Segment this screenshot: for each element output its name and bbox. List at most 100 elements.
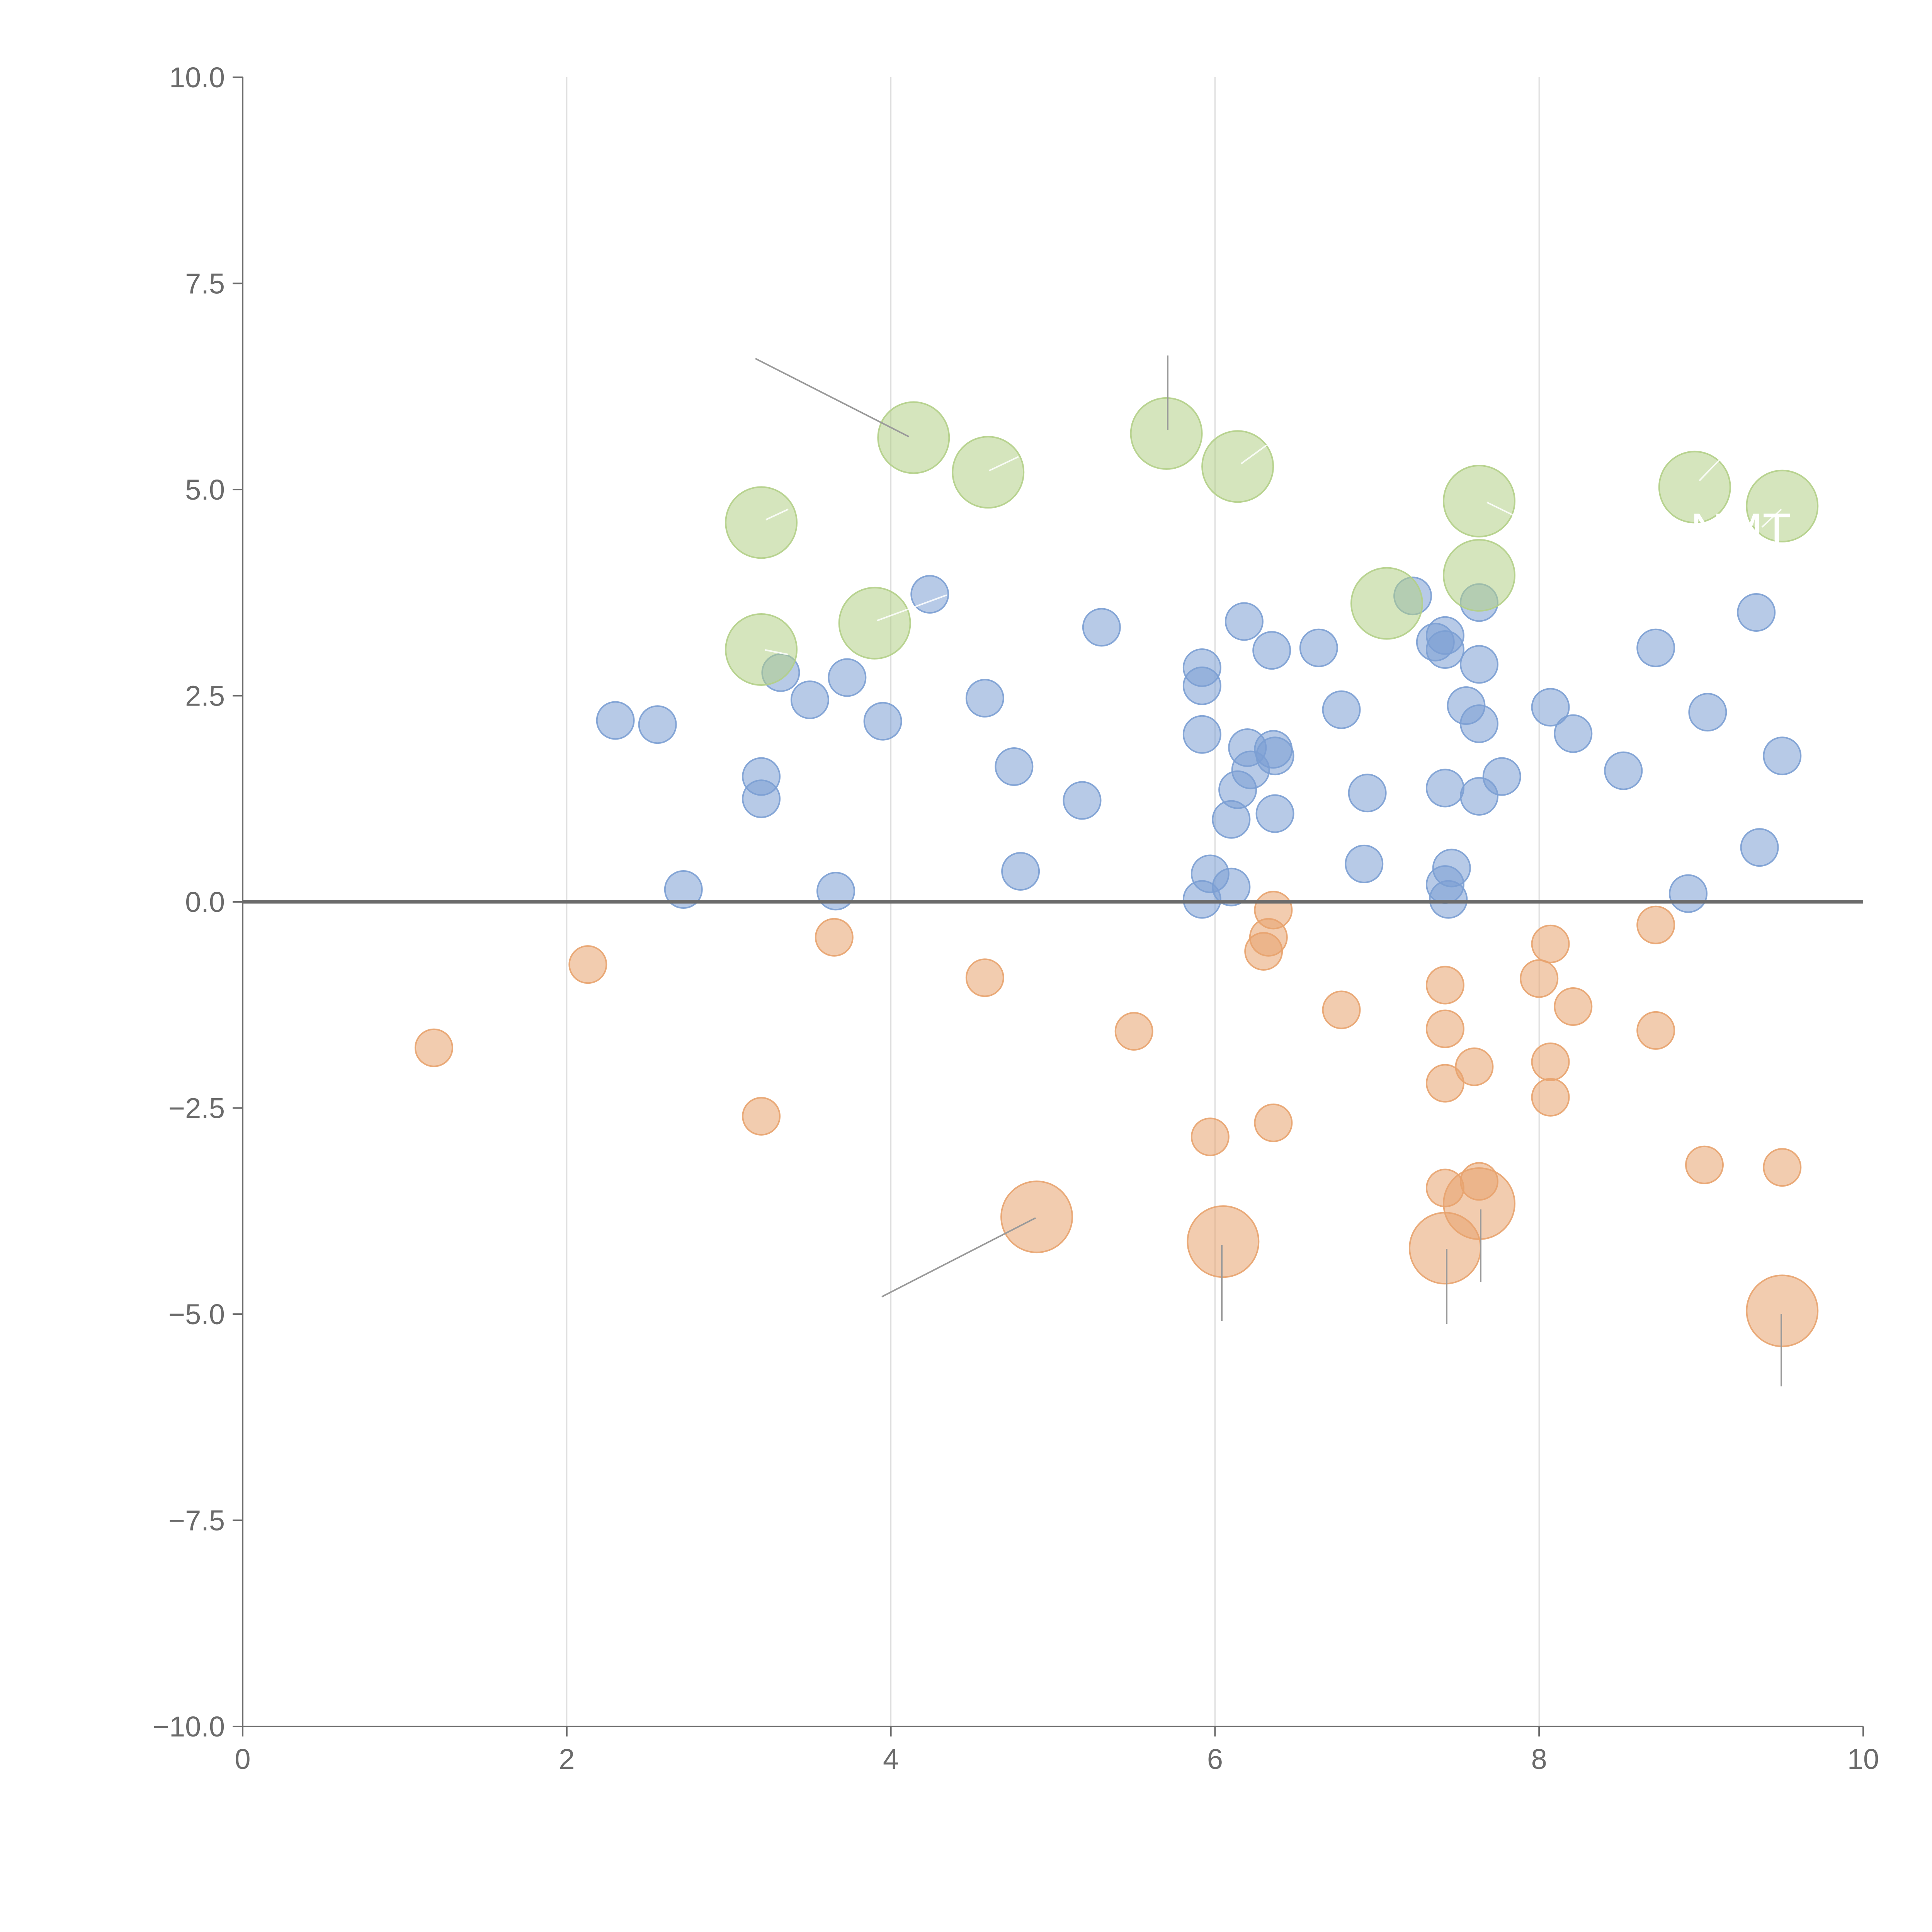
data-point <box>1763 736 1802 776</box>
data-point <box>910 575 949 614</box>
data-point <box>828 658 867 697</box>
data-point <box>1604 751 1643 790</box>
data-point <box>1531 1042 1570 1081</box>
data-point <box>1001 852 1040 891</box>
data-point <box>1252 631 1291 670</box>
data-point <box>965 679 1004 718</box>
data-point <box>1554 987 1593 1026</box>
data-point <box>838 587 911 660</box>
data-point <box>1190 1117 1230 1156</box>
data-point <box>1425 769 1464 808</box>
data-point <box>1531 1078 1570 1117</box>
data-point <box>1345 844 1384 883</box>
data-point <box>1460 645 1499 684</box>
data-point <box>1763 1148 1802 1187</box>
data-point <box>1114 1012 1153 1051</box>
leader-line <box>765 509 789 520</box>
leader-line <box>1699 459 1720 481</box>
data-point <box>742 779 781 818</box>
data-point <box>1669 874 1708 913</box>
data-point <box>1520 959 1559 998</box>
data-point <box>1299 628 1338 667</box>
data-point <box>1182 666 1221 705</box>
data-point <box>1636 1011 1675 1050</box>
data-point <box>1737 593 1776 632</box>
x-tick-label: 10 <box>1847 1743 1879 1775</box>
data-point <box>1685 1145 1724 1184</box>
x-tick-label: 8 <box>1531 1743 1547 1775</box>
data-point <box>568 945 607 984</box>
leader-line <box>1761 509 1782 528</box>
data-point <box>1688 693 1727 732</box>
data-point <box>1443 1167 1516 1240</box>
data-point <box>414 1028 453 1067</box>
data-point <box>1531 688 1570 727</box>
data-point <box>1255 736 1294 776</box>
data-point <box>1082 608 1121 647</box>
data-point <box>1443 539 1516 612</box>
data-point <box>596 701 635 740</box>
leader-line <box>881 1217 1036 1298</box>
data-point <box>725 486 798 559</box>
data-point <box>965 958 1004 997</box>
data-point <box>1350 567 1423 640</box>
leader-line <box>1486 502 1519 519</box>
leader-line <box>1240 444 1267 464</box>
data-point <box>995 747 1034 786</box>
leader-line <box>989 456 1019 471</box>
annotation-leaders <box>755 355 1782 1386</box>
data-point <box>1482 757 1521 796</box>
leader-line <box>765 649 789 655</box>
y-tick-label: −10.0 <box>153 1711 225 1743</box>
data-point <box>1455 1047 1494 1086</box>
data-points <box>414 397 1819 1347</box>
data-point <box>1432 849 1471 888</box>
data-point <box>1254 891 1293 930</box>
leader-line <box>877 594 947 621</box>
data-point <box>815 918 854 957</box>
data-point <box>1255 794 1294 833</box>
y-tick-label: 7.5 <box>185 268 225 300</box>
data-point <box>664 870 703 909</box>
y-tick-label: 10.0 <box>169 61 225 94</box>
data-point <box>863 702 902 741</box>
data-point <box>816 872 855 911</box>
data-point <box>1212 867 1251 906</box>
data-point <box>1554 714 1593 753</box>
data-point <box>1254 1103 1293 1142</box>
x-tick-label: 0 <box>235 1743 250 1775</box>
data-point <box>1460 704 1499 743</box>
data-point <box>1746 1274 1819 1347</box>
data-point <box>1740 828 1779 867</box>
data-point <box>725 613 798 686</box>
y-tick-label: 0.0 <box>185 886 225 918</box>
x-tick-label: 6 <box>1207 1743 1223 1775</box>
x-tick-label: 4 <box>883 1743 899 1775</box>
data-point <box>1201 430 1274 503</box>
data-point <box>1130 397 1203 470</box>
annotation-label: NMT <box>1690 504 1791 556</box>
data-point <box>877 401 950 474</box>
axes: 0 2 4 6 8 10 −10.0 −7.5 −5.0 −2.5 0.0 2.5 5.0 7.5 10.0 <box>153 61 1879 1775</box>
data-point <box>1658 451 1731 524</box>
data-point <box>952 436 1025 509</box>
data-point <box>1322 990 1361 1029</box>
data-point <box>638 705 677 744</box>
data-point <box>1425 966 1464 1005</box>
data-point <box>1322 690 1361 729</box>
data-point <box>1182 715 1221 754</box>
data-point <box>1425 630 1464 669</box>
data-point <box>1531 924 1570 963</box>
data-point <box>1636 628 1675 667</box>
y-tick-label: −7.5 <box>168 1505 225 1537</box>
data-point <box>1425 1009 1464 1048</box>
data-point <box>742 1097 781 1136</box>
y-tick-label: 5.0 <box>185 474 225 506</box>
data-point <box>1000 1180 1073 1253</box>
annotations: NMT <box>1690 504 1791 556</box>
y-tick-label: 2.5 <box>185 680 225 712</box>
data-point <box>1225 602 1264 641</box>
data-point <box>1443 464 1516 537</box>
x-tick-label: 2 <box>559 1743 575 1775</box>
